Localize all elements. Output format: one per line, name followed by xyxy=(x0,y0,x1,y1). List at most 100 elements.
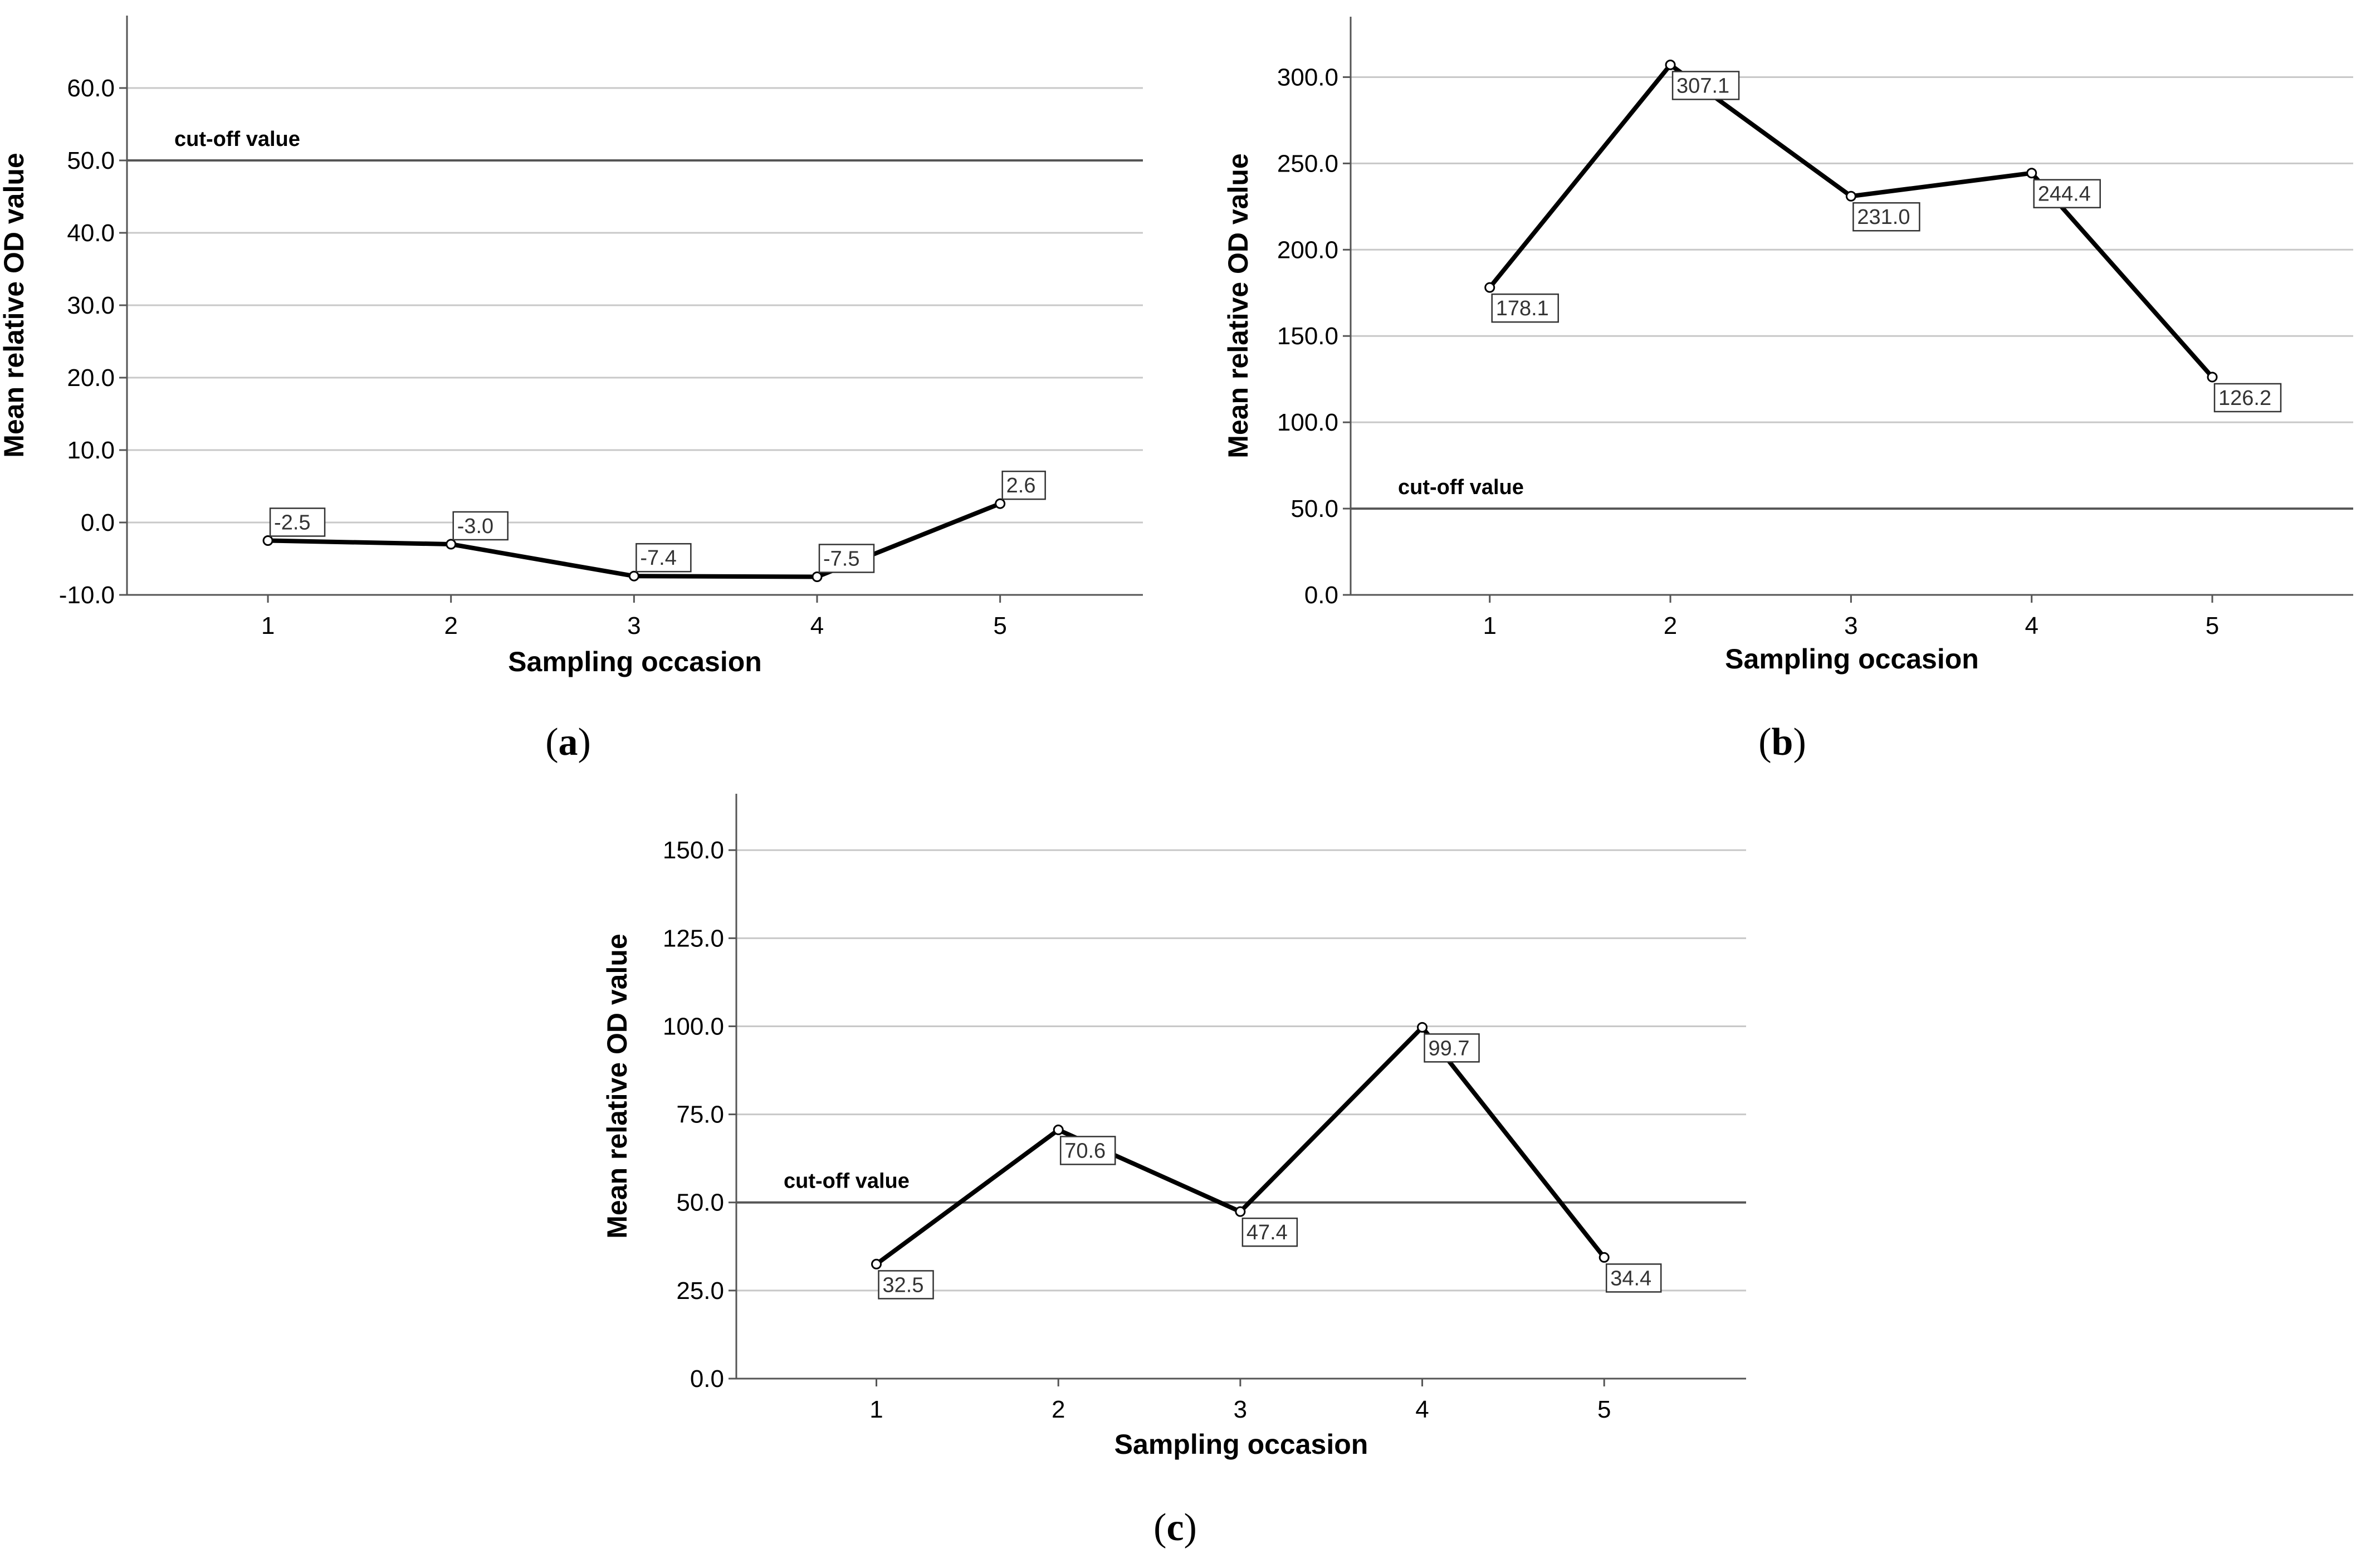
data-point xyxy=(2026,168,2037,179)
data-label-box xyxy=(1059,1136,1116,1165)
data-point xyxy=(871,1258,882,1269)
data-label: 231.0 xyxy=(1852,202,1920,232)
data-label-box xyxy=(636,543,692,573)
data-label-text: 231.0 xyxy=(1857,206,1910,229)
y-tick-label: 100.0 xyxy=(663,1013,724,1040)
series-line xyxy=(875,1025,1606,1266)
data-point xyxy=(1845,190,1856,202)
data-point xyxy=(1484,282,1495,293)
data-label: 244.4 xyxy=(2033,179,2101,208)
data-label-text: -2.5 xyxy=(274,511,310,535)
data-label: 99.7 xyxy=(1424,1033,1480,1063)
data-label: 47.4 xyxy=(1241,1217,1298,1247)
panel-caption: (b) xyxy=(1758,721,1806,764)
data-label-box xyxy=(878,1270,934,1300)
y-axis-title: Mean relative OD value xyxy=(1223,153,1254,458)
series-line xyxy=(1488,62,2215,379)
data-point xyxy=(628,570,639,582)
y-tick-label: 60.0 xyxy=(67,75,115,102)
x-axis-title: Sampling occasion xyxy=(1725,643,1979,675)
y-tick-label: 30.0 xyxy=(67,292,115,319)
x-tick-label: 3 xyxy=(1234,1396,1247,1423)
x-tick-label: 2 xyxy=(1664,612,1677,639)
x-tick-label: 3 xyxy=(1844,612,1857,639)
data-label-text: 126.2 xyxy=(2218,387,2271,410)
x-tick-label: 4 xyxy=(1415,1396,1429,1423)
y-tick-label: 100.0 xyxy=(1277,409,1338,436)
x-tick-label: 5 xyxy=(993,612,1006,639)
y-tick-label: 150.0 xyxy=(663,837,724,864)
x-tick-label: 2 xyxy=(1052,1396,1065,1423)
y-tick-label: 20.0 xyxy=(67,364,115,392)
x-tick-label: 1 xyxy=(1483,612,1496,639)
x-tick-label: 5 xyxy=(2206,612,2219,639)
y-tick-label: 250.0 xyxy=(1277,150,1338,177)
y-tick-label: 0.0 xyxy=(81,509,115,536)
y-tick-label: 0.0 xyxy=(1304,582,1338,609)
data-label: 34.4 xyxy=(1605,1263,1662,1293)
data-label: 32.5 xyxy=(878,1270,934,1300)
data-label-text: -7.5 xyxy=(823,548,859,571)
data-label-box xyxy=(1491,293,1559,323)
panel-caption: (a) xyxy=(545,721,591,764)
data-label-text: 32.5 xyxy=(883,1273,924,1297)
data-label-box xyxy=(1241,1217,1298,1247)
data-point xyxy=(1665,59,1676,70)
data-label-text: 178.1 xyxy=(1496,297,1549,320)
y-tick-label: 50.0 xyxy=(67,147,115,174)
data-label-box xyxy=(2033,179,2101,208)
chart-panel-c: 0.0 25.0 50.0 75.0 100.0 125.0 150.0 1 2 3 4 5 cut-o… xyxy=(602,794,1746,1549)
x-tick-label: 1 xyxy=(261,612,275,639)
data-label-text: 99.7 xyxy=(1429,1037,1470,1060)
y-tick-label: -10.0 xyxy=(59,582,115,609)
cutoff-label: cut-off value xyxy=(174,128,300,151)
y-tick-label: 75.0 xyxy=(676,1101,724,1129)
data-label-box xyxy=(269,507,326,537)
data-label: -7.5 xyxy=(818,544,875,573)
data-point xyxy=(1235,1206,1246,1217)
data-label-box xyxy=(2213,383,2282,413)
x-tick-label: 2 xyxy=(444,612,457,639)
x-tick-label: 3 xyxy=(627,612,641,639)
y-tick-label: 150.0 xyxy=(1277,323,1338,350)
y-tick-label: 50.0 xyxy=(676,1189,724,1217)
data-label-text: 2.6 xyxy=(1006,474,1036,497)
y-tick-label: 25.0 xyxy=(676,1277,724,1305)
y-tick-label: 0.0 xyxy=(690,1365,724,1393)
y-tick-label: 10.0 xyxy=(67,437,115,464)
data-label-text: 34.4 xyxy=(1610,1267,1651,1290)
data-point xyxy=(2207,372,2218,383)
y-tick-label: 300.0 xyxy=(1277,63,1338,91)
data-label: 2.6 xyxy=(1001,470,1046,500)
chart-panel-a: -10.0 0.0 10.0 20.0 30.0 40.0 50.0 60.0 1 2 3 4 5 cut… xyxy=(0,16,1143,764)
x-axis-title: Sampling occasion xyxy=(508,646,762,677)
y-axis-title: Mean relative OD value xyxy=(0,153,30,457)
data-label-box xyxy=(1852,202,1920,232)
data-label: 178.1 xyxy=(1491,293,1559,323)
y-tick-label: 125.0 xyxy=(663,925,724,952)
panel-caption: (c) xyxy=(1153,1506,1197,1549)
x-tick-label: 1 xyxy=(869,1396,883,1423)
data-label-box xyxy=(1671,71,1740,100)
data-point xyxy=(995,498,1006,509)
data-label: 126.2 xyxy=(2213,383,2282,413)
data-label-text: 47.4 xyxy=(1246,1221,1288,1244)
data-label: -7.4 xyxy=(636,543,692,573)
data-point xyxy=(812,571,823,582)
y-axis-title: Mean relative OD value xyxy=(602,934,633,1238)
data-label-text: -7.4 xyxy=(640,546,676,570)
data-label-box xyxy=(818,544,875,573)
data-label-box xyxy=(1605,1263,1662,1293)
x-axis-title: Sampling occasion xyxy=(1114,1429,1368,1460)
data-label-box xyxy=(1001,470,1046,500)
y-tick-label: 40.0 xyxy=(67,219,115,247)
data-point xyxy=(1598,1252,1610,1263)
x-tick-label: 5 xyxy=(1597,1396,1611,1423)
data-label-box xyxy=(1424,1033,1480,1063)
data-point xyxy=(446,539,457,550)
x-tick-label: 4 xyxy=(2025,612,2038,639)
y-tick-label: 50.0 xyxy=(1290,495,1338,522)
data-label-text: 307.1 xyxy=(1676,74,1729,97)
data-label-text: -3.0 xyxy=(457,515,493,538)
